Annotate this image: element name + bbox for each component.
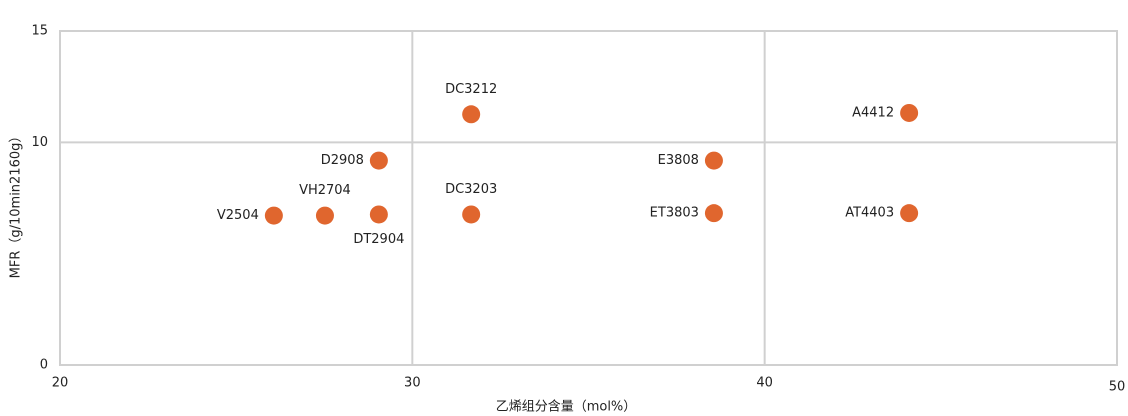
point — [369, 151, 388, 170]
point — [704, 204, 723, 223]
y-tick-label: 10 — [31, 135, 48, 150]
y-axis-label: MFR（g/10min2160g） — [9, 130, 24, 279]
point-label: V2504 — [217, 208, 259, 223]
point — [315, 206, 334, 225]
point — [264, 206, 283, 225]
x-tick-label: 50 — [1109, 380, 1126, 395]
y-tick-label: 15 — [31, 24, 48, 39]
point — [704, 151, 723, 170]
point — [900, 204, 919, 223]
x-axis-label: 乙烯组分含量（mol%） — [496, 399, 637, 415]
point-label: AT4403 — [845, 206, 894, 221]
x-tick-label: 30 — [404, 376, 421, 391]
point-label: ET3803 — [650, 206, 699, 221]
point — [462, 105, 481, 124]
point-label: DT2904 — [353, 232, 404, 247]
point-label: VH2704 — [299, 183, 351, 198]
x-tick-label: 40 — [756, 376, 773, 391]
point — [369, 205, 388, 224]
plot-border — [59, 30, 1118, 366]
point-label: D2908 — [321, 153, 364, 168]
point — [900, 103, 919, 122]
point-label: A4412 — [852, 105, 894, 120]
x-tick-label: 20 — [52, 376, 69, 391]
point-label: DC3212 — [445, 82, 497, 97]
point-label: E3808 — [658, 153, 699, 168]
y-tick-label: 0 — [40, 358, 48, 373]
point — [462, 205, 481, 224]
point-label: DC3203 — [445, 182, 497, 197]
